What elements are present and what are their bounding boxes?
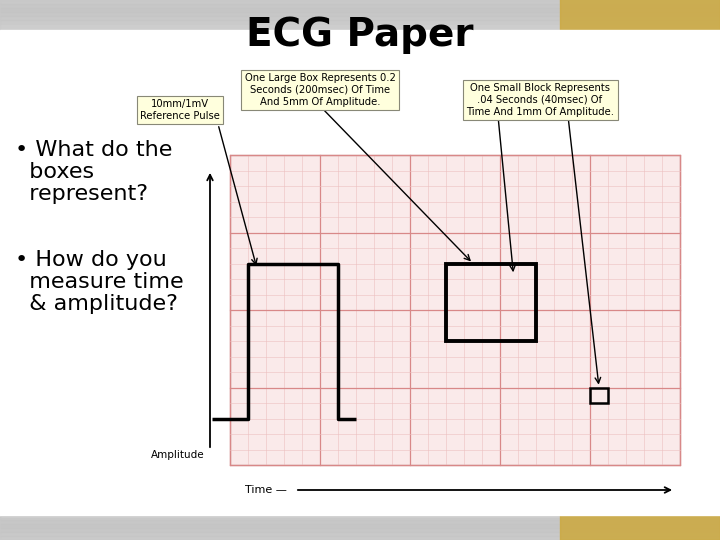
Bar <box>0 524 720 528</box>
Bar <box>0 536 720 540</box>
Bar <box>0 16 720 20</box>
Bar <box>0 4 720 8</box>
Text: • How do you: • How do you <box>15 250 167 270</box>
Bar <box>590 388 608 403</box>
Text: 10mm/1mV
Reference Pulse: 10mm/1mV Reference Pulse <box>140 99 220 121</box>
Text: One Large Box Represents 0.2
Seconds (200msec) Of Time
And 5mm Of Amplitude.: One Large Box Represents 0.2 Seconds (20… <box>245 73 395 106</box>
Bar <box>0 0 720 4</box>
Text: Amplitude: Amplitude <box>151 450 205 460</box>
Polygon shape <box>560 0 720 30</box>
Text: ECG Paper: ECG Paper <box>246 16 474 54</box>
Bar <box>0 20 720 24</box>
Bar <box>0 0 720 30</box>
Text: • What do the: • What do the <box>15 140 172 160</box>
Bar <box>0 532 720 536</box>
Polygon shape <box>560 515 720 540</box>
Text: boxes: boxes <box>15 162 94 182</box>
Text: One Small Block Represents
.04 Seconds (40msec) Of
Time And 1mm Of Amplitude.: One Small Block Represents .04 Seconds (… <box>466 83 614 117</box>
Bar <box>0 30 720 515</box>
Bar <box>0 516 720 520</box>
Bar <box>0 528 720 532</box>
Text: & amplitude?: & amplitude? <box>15 294 178 314</box>
Bar <box>0 518 720 540</box>
Bar <box>230 155 680 465</box>
Bar <box>0 8 720 12</box>
Bar <box>446 264 536 341</box>
Text: represent?: represent? <box>15 184 148 204</box>
Bar <box>0 12 720 16</box>
Bar <box>0 520 720 524</box>
Text: Time —: Time — <box>245 485 287 495</box>
Text: measure time: measure time <box>15 272 184 292</box>
